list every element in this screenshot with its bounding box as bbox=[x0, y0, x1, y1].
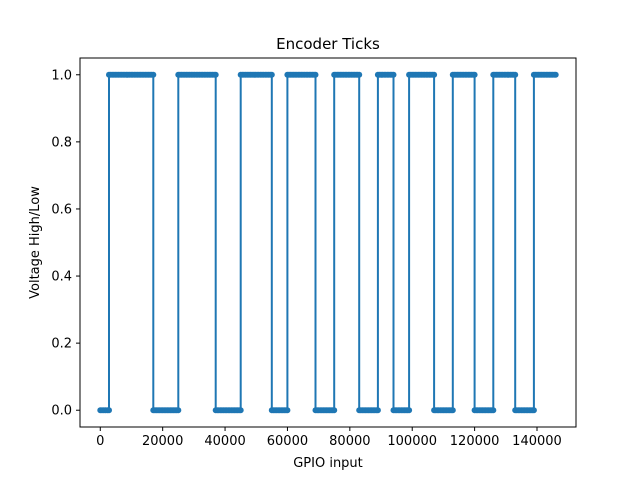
data-point-marker bbox=[406, 407, 413, 414]
data-point-marker bbox=[268, 71, 275, 78]
y-axis-ticks: 0.0 0.2 0.4 0.6 0.8 1.0 bbox=[51, 68, 80, 419]
y-tick-label: 0.6 bbox=[51, 202, 72, 217]
series-layer bbox=[97, 71, 559, 414]
data-point-marker bbox=[356, 71, 363, 78]
y-tick-label: 0.2 bbox=[51, 337, 72, 352]
data-point-marker bbox=[490, 407, 497, 414]
x-tick-label: 40000 bbox=[204, 434, 245, 449]
x-tick-label: 140000 bbox=[512, 434, 562, 449]
data-point-marker bbox=[106, 407, 112, 414]
data-point-marker bbox=[175, 407, 182, 414]
data-point-marker bbox=[449, 407, 456, 414]
x-tick-label: 120000 bbox=[450, 434, 500, 449]
x-tick-label: 0 bbox=[96, 434, 104, 449]
y-axis-title: Voltage High/Low bbox=[28, 186, 43, 299]
series-markers bbox=[97, 71, 559, 414]
data-point-marker bbox=[312, 71, 319, 78]
series-line bbox=[100, 73, 556, 412]
data-point-marker bbox=[552, 71, 559, 78]
x-tick-label: 80000 bbox=[329, 434, 370, 449]
y-tick-label: 1.0 bbox=[51, 68, 72, 83]
data-point-marker bbox=[150, 71, 157, 78]
data-point-marker bbox=[530, 407, 537, 414]
data-point-marker bbox=[471, 71, 478, 78]
data-point-marker bbox=[512, 71, 519, 78]
x-axis-title: GPIO input bbox=[293, 456, 363, 471]
x-axis-ticks: 0 20000 40000 60000 80000 100000 120000 140000 bbox=[96, 427, 562, 449]
data-point-marker bbox=[237, 407, 244, 414]
data-point-marker bbox=[331, 407, 338, 414]
chart-title: Encoder Ticks bbox=[276, 35, 380, 53]
data-point-marker bbox=[374, 407, 381, 414]
x-tick-label: 100000 bbox=[387, 434, 437, 449]
x-tick-label: 60000 bbox=[267, 434, 308, 449]
plot-frame bbox=[79, 57, 577, 428]
y-tick-label: 0.4 bbox=[51, 270, 72, 285]
data-point-marker bbox=[390, 71, 397, 78]
data-point-marker bbox=[431, 71, 438, 78]
x-tick-label: 20000 bbox=[142, 434, 183, 449]
data-point-marker bbox=[212, 71, 219, 78]
data-point-marker bbox=[284, 407, 291, 414]
y-tick-label: 0.0 bbox=[51, 404, 72, 419]
y-tick-label: 0.8 bbox=[51, 135, 72, 150]
